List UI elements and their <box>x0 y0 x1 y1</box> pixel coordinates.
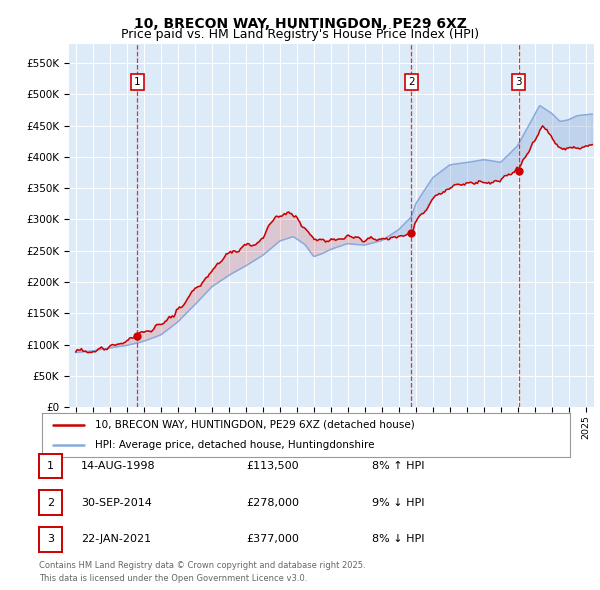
Text: 8% ↓ HPI: 8% ↓ HPI <box>372 535 425 544</box>
Text: 10, BRECON WAY, HUNTINGDON, PE29 6XZ (detached house): 10, BRECON WAY, HUNTINGDON, PE29 6XZ (de… <box>95 420 415 430</box>
Text: 22-JAN-2021: 22-JAN-2021 <box>81 535 151 544</box>
Text: 8% ↑ HPI: 8% ↑ HPI <box>372 461 425 471</box>
Text: 1: 1 <box>134 77 140 87</box>
Text: 14-AUG-1998: 14-AUG-1998 <box>81 461 155 471</box>
Text: £377,000: £377,000 <box>246 535 299 544</box>
Text: 2: 2 <box>47 498 54 507</box>
Text: HPI: Average price, detached house, Huntingdonshire: HPI: Average price, detached house, Hunt… <box>95 440 374 450</box>
Text: 1: 1 <box>47 461 54 471</box>
Text: £278,000: £278,000 <box>246 498 299 507</box>
Text: 3: 3 <box>515 77 522 87</box>
Text: 3: 3 <box>47 535 54 544</box>
Text: 2: 2 <box>408 77 415 87</box>
Text: 30-SEP-2014: 30-SEP-2014 <box>81 498 152 507</box>
Text: 9% ↓ HPI: 9% ↓ HPI <box>372 498 425 507</box>
Text: Contains HM Land Registry data © Crown copyright and database right 2025.
This d: Contains HM Land Registry data © Crown c… <box>39 562 365 583</box>
Text: Price paid vs. HM Land Registry's House Price Index (HPI): Price paid vs. HM Land Registry's House … <box>121 28 479 41</box>
Text: £113,500: £113,500 <box>246 461 299 471</box>
Text: 10, BRECON WAY, HUNTINGDON, PE29 6XZ: 10, BRECON WAY, HUNTINGDON, PE29 6XZ <box>134 17 466 31</box>
